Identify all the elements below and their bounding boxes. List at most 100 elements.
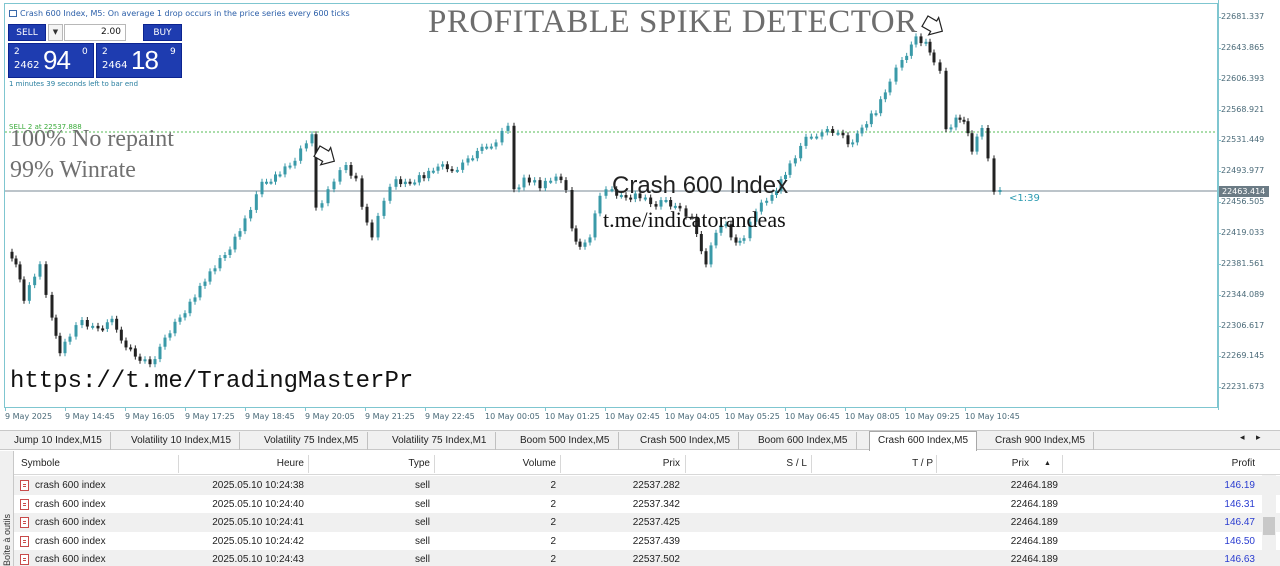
time-tick-label: 9 May 22:45 bbox=[425, 412, 475, 421]
candlestick-series bbox=[5, 15, 1218, 368]
cell-volume: 2 bbox=[550, 554, 556, 566]
tab-crash-500-m5[interactable]: Crash 500 Index,M5 bbox=[632, 432, 740, 450]
buy-button[interactable]: BUY bbox=[143, 24, 182, 41]
candle-body bbox=[203, 281, 207, 286]
tab-crash-600-m5[interactable]: Crash 600 Index,M5 bbox=[869, 431, 978, 451]
candle-body bbox=[461, 162, 465, 170]
cell-type: sell bbox=[414, 554, 430, 566]
telegram-watermark: t.me/indicatorandeas bbox=[603, 207, 786, 232]
candle-body bbox=[512, 125, 516, 190]
candle-body bbox=[695, 216, 699, 234]
price-tick-label: 22419.033 bbox=[1221, 227, 1265, 237]
candle-body bbox=[143, 359, 147, 362]
cell-type: sell bbox=[414, 480, 430, 491]
buy-quote[interactable]: 2 2464 18 9 bbox=[96, 43, 182, 78]
candle-body bbox=[124, 340, 128, 348]
buy-quote-prefix-top: 2 bbox=[102, 47, 108, 57]
table-row[interactable]: crash 600 index 2025.05.10 10:24:38 sell 2 2… bbox=[14, 476, 1280, 495]
col-type[interactable]: Type bbox=[408, 458, 430, 469]
cell-profit: 146.19 bbox=[1224, 480, 1255, 491]
cell-price: 22537.425 bbox=[632, 517, 680, 529]
candle-body bbox=[138, 356, 142, 361]
candle-body bbox=[360, 178, 364, 207]
time-tick-mark bbox=[245, 408, 246, 411]
bar-timer-text: 1 minutes 39 seconds left to bar end bbox=[9, 80, 139, 88]
candle-body bbox=[958, 117, 962, 120]
tab-scroll-left-icon[interactable]: ◂ bbox=[1240, 433, 1245, 443]
scrollbar-thumb[interactable] bbox=[1263, 517, 1275, 535]
time-tick-mark bbox=[65, 408, 66, 411]
cell-type: sell bbox=[414, 517, 430, 529]
candle-body bbox=[633, 193, 637, 200]
col-stop-loss[interactable]: S / L bbox=[786, 458, 807, 469]
candle-body bbox=[900, 60, 904, 68]
lot-size-input[interactable]: 2.00 bbox=[64, 24, 126, 41]
cell-symbol: crash 600 index bbox=[35, 480, 106, 491]
price-tick-mark bbox=[1218, 109, 1221, 111]
candle-body bbox=[133, 348, 137, 357]
lot-decrease-button[interactable]: ▼ bbox=[48, 24, 63, 41]
candle-body bbox=[659, 200, 663, 207]
tab-volatility-75-m5[interactable]: Volatility 75 Index,M5 bbox=[256, 432, 368, 450]
cell-time: 2025.05.10 10:24:41 bbox=[212, 517, 304, 529]
tab-boom-600-m5[interactable]: Boom 600 Index,M5 bbox=[750, 432, 857, 450]
candle-body bbox=[148, 359, 152, 365]
table-row[interactable]: crash 600 index 2025.05.10 10:24:42 sell 2 2… bbox=[14, 532, 1280, 551]
table-header bbox=[14, 453, 1280, 475]
col-time[interactable]: Heure bbox=[276, 458, 304, 469]
candle-body bbox=[998, 190, 1002, 192]
candle-body bbox=[413, 182, 417, 185]
price-chart[interactable] bbox=[0, 0, 1280, 428]
tab-scroll-right-icon[interactable]: ▸ bbox=[1255, 433, 1261, 443]
tab-boom-500-m5[interactable]: Boom 500 Index,M5 bbox=[512, 432, 619, 450]
cell-time: 2025.05.10 10:24:40 bbox=[212, 498, 304, 510]
candle-body bbox=[855, 133, 859, 143]
tab-jump-10-m15[interactable]: Jump 10 Index,M15 bbox=[6, 432, 111, 450]
buy-quote-prefix: 2464 bbox=[102, 60, 128, 71]
position-sell-icon bbox=[20, 480, 29, 491]
cell-price: 22537.439 bbox=[632, 535, 680, 547]
candle-body bbox=[574, 228, 578, 242]
col-symbol[interactable]: Symbole bbox=[21, 458, 60, 469]
candle-body bbox=[533, 180, 537, 183]
tab-crash-900-m5[interactable]: Crash 900 Index,M5 bbox=[987, 432, 1095, 450]
cell-symbol: crash 600 index bbox=[35, 554, 106, 566]
cell-cur-price: 22464.189 bbox=[1010, 480, 1058, 491]
candle-body bbox=[629, 197, 633, 200]
price-tick-mark bbox=[1218, 140, 1221, 142]
col-profit[interactable]: Profit bbox=[1231, 458, 1255, 469]
candle-body bbox=[932, 52, 936, 63]
price-axis[interactable] bbox=[1218, 0, 1280, 410]
tab-volatility-10-m15[interactable]: Volatility 10 Index,M15 bbox=[123, 432, 241, 450]
current-price-label: 22463.414 bbox=[1219, 186, 1269, 197]
candle-body bbox=[63, 341, 67, 354]
candle-body bbox=[480, 146, 484, 151]
cell-volume: 2 bbox=[550, 535, 556, 547]
col-take-profit[interactable]: T / P bbox=[912, 458, 933, 469]
col-current-price[interactable]: Prix bbox=[1011, 458, 1029, 469]
table-row[interactable]: crash 600 index 2025.05.10 10:24:40 sell 2 2… bbox=[14, 495, 1280, 514]
price-tick-mark bbox=[1218, 47, 1221, 49]
table-row[interactable]: crash 600 index 2025.05.10 10:24:43 sell 2 2… bbox=[14, 550, 1280, 566]
col-divider bbox=[936, 455, 937, 473]
table-row[interactable]: crash 600 index 2025.05.10 10:24:41 sell 2 2… bbox=[14, 513, 1280, 533]
candle-body bbox=[208, 271, 212, 282]
candle-body bbox=[233, 236, 237, 250]
bar-countdown: <1:39 bbox=[1009, 193, 1040, 204]
position-sell-icon bbox=[20, 554, 29, 566]
sell-button[interactable]: SELL bbox=[8, 24, 46, 41]
candle-body bbox=[382, 200, 386, 216]
tab-volatility-75-m1[interactable]: Volatility 75 Index,M1 bbox=[384, 432, 496, 450]
col-price[interactable]: Prix bbox=[662, 458, 680, 469]
sell-quote-prefix-top: 2 bbox=[14, 47, 20, 57]
toolbox-side-tab[interactable] bbox=[0, 451, 14, 566]
col-volume[interactable]: Volume bbox=[522, 458, 556, 469]
sell-quote[interactable]: 2 2462 94 0 bbox=[8, 43, 94, 78]
candle-body bbox=[784, 174, 787, 180]
candle-body bbox=[173, 321, 177, 334]
price-tick-label: 22381.561 bbox=[1221, 258, 1265, 268]
time-tick-mark bbox=[485, 408, 486, 411]
candle-body bbox=[14, 258, 18, 265]
chart-title-text: Crash 600 Index, M5: On average 1 drop o… bbox=[20, 9, 350, 18]
col-divider bbox=[560, 455, 561, 473]
